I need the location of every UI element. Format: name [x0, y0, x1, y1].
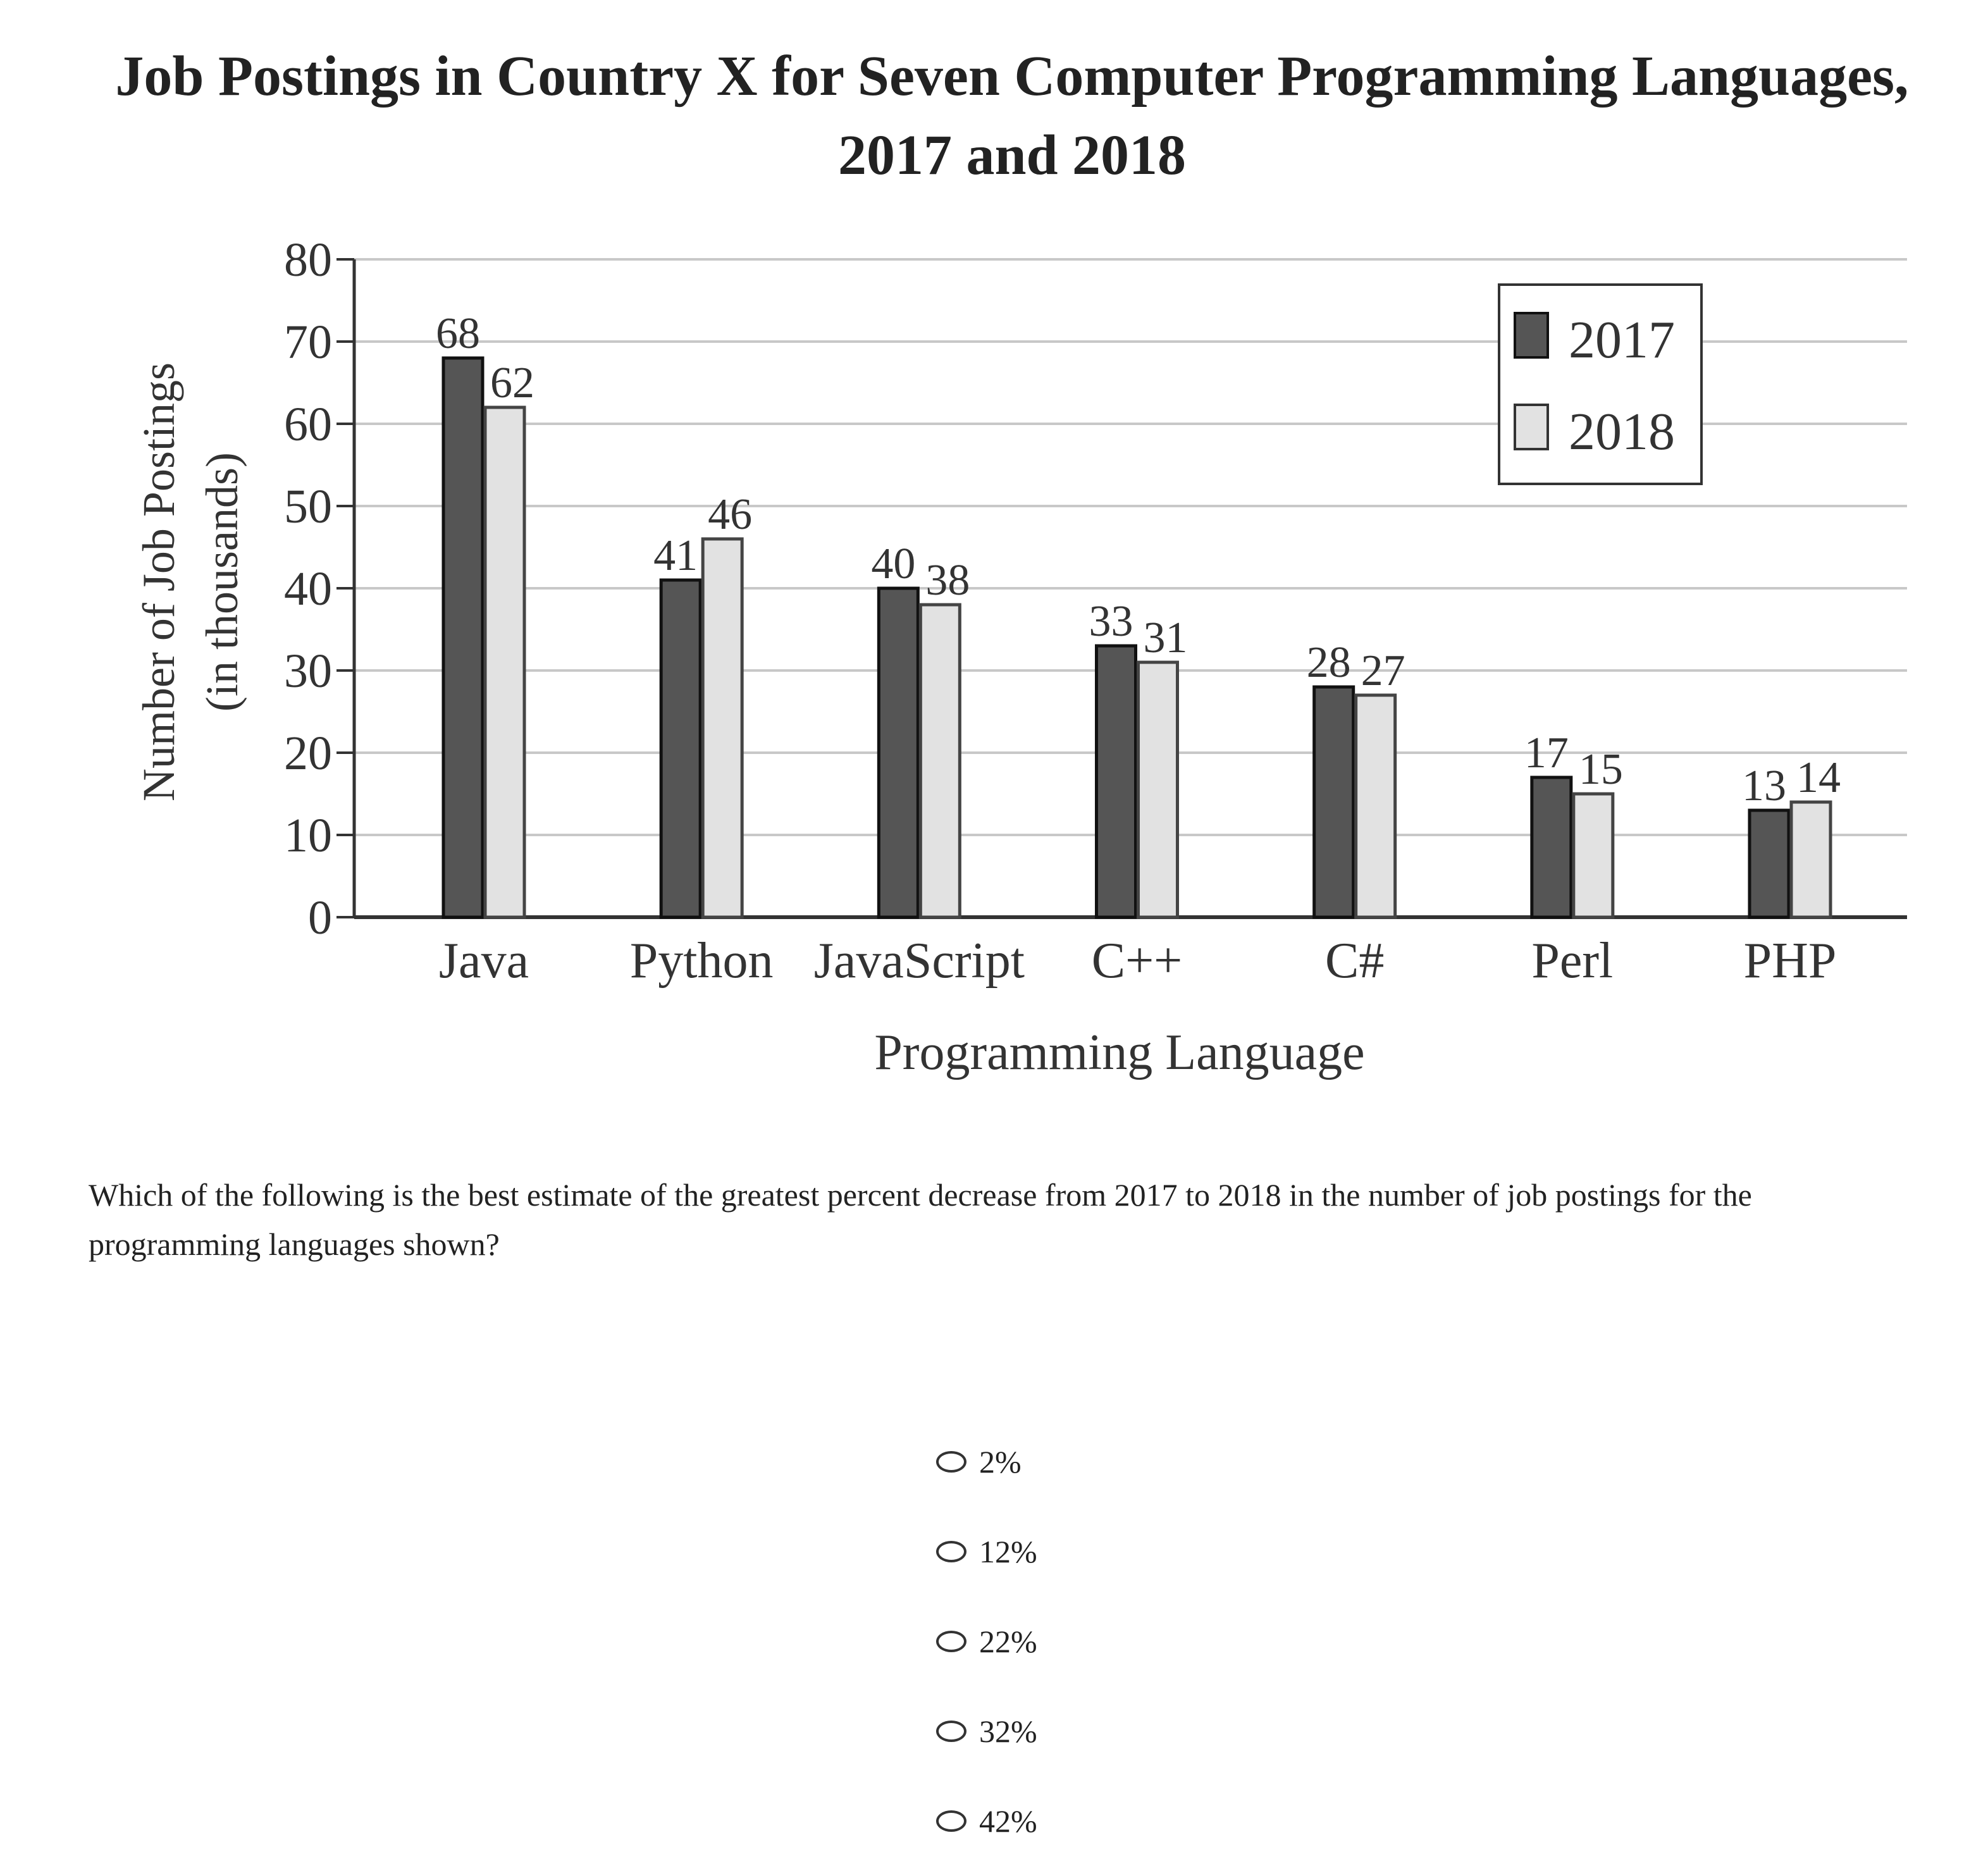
option-label: 2% — [979, 1444, 1022, 1480]
x-tick-label: Python — [630, 933, 774, 989]
y-tick-label: 20 — [284, 727, 332, 780]
y-tick-label: 80 — [284, 233, 332, 287]
data-label: 68 — [436, 309, 480, 358]
radio-icon[interactable] — [936, 1810, 966, 1832]
y-tick-label: 70 — [284, 316, 332, 369]
data-label: 14 — [1796, 753, 1841, 802]
x-tick-label: C++ — [1092, 933, 1183, 989]
y-tick-label: 50 — [284, 480, 332, 533]
radio-icon[interactable] — [936, 1451, 966, 1473]
bar-2017-php — [1748, 808, 1791, 919]
y-tick-label: 10 — [284, 809, 332, 862]
x-axis-labels: Java Python JavaScript C++ C# Perl PHP — [439, 933, 1836, 989]
x-tick-label: Java — [439, 933, 529, 989]
bar-2018-c — [1137, 660, 1179, 919]
y-axis: 0 10 20 30 40 50 60 70 80 — [284, 233, 1907, 944]
data-label: 41 — [653, 531, 698, 580]
option-label: 32% — [979, 1714, 1037, 1749]
bar-2018-c — [1354, 693, 1397, 919]
x-tick-label: C# — [1325, 933, 1384, 989]
option-c[interactable]: 22% — [936, 1597, 1037, 1686]
bar-2018-python — [701, 537, 744, 919]
answer-options: 2% 12% 22% 32% 42% — [936, 1417, 1037, 1866]
x-axis-label: Programming Language — [874, 1025, 1364, 1080]
bar-2017-c — [1095, 644, 1137, 919]
option-d[interactable]: 32% — [936, 1686, 1037, 1776]
option-b[interactable]: 12% — [936, 1507, 1037, 1597]
data-label: 46 — [708, 490, 752, 539]
y-axis-label: Number of Job Postings — [133, 362, 184, 801]
chart-title: Job Postings in Country X for Seven Comp… — [115, 45, 1908, 108]
bar-2017-python — [659, 578, 702, 919]
chart-subtitle: 2017 and 2018 — [838, 124, 1186, 187]
data-label: 38 — [925, 556, 970, 605]
bar-2017-perl — [1530, 775, 1573, 919]
legend-swatch-2018 — [1514, 404, 1549, 450]
data-label: 28 — [1307, 638, 1351, 687]
option-label: 12% — [979, 1534, 1037, 1569]
data-label: 40 — [871, 540, 915, 588]
data-label: 31 — [1144, 614, 1188, 662]
bar-2018-php — [1789, 800, 1832, 919]
bar-chart: Job Postings in Country X for Seven Comp… — [115, 45, 1908, 1080]
bar-2018-javascript — [918, 603, 961, 919]
option-label: 42% — [979, 1803, 1037, 1839]
bar-2018-perl — [1572, 792, 1615, 919]
radio-icon[interactable] — [936, 1721, 966, 1742]
y-tick-label: 60 — [284, 398, 332, 451]
data-label: 33 — [1089, 597, 1133, 646]
legend: 2017 2018 — [1498, 283, 1703, 485]
bar-2017-c — [1312, 685, 1355, 919]
x-tick-label: PHP — [1744, 933, 1837, 989]
radio-icon[interactable] — [936, 1631, 966, 1652]
x-tick-label: Perl — [1531, 933, 1613, 989]
legend-label-2018: 2018 — [1569, 402, 1675, 461]
legend-label-2017: 2017 — [1569, 311, 1675, 369]
bar-2017-java — [441, 356, 485, 919]
data-label: 15 — [1579, 745, 1623, 794]
bar-2018-java — [483, 405, 526, 919]
data-label: 17 — [1524, 729, 1569, 777]
data-label: 62 — [490, 359, 534, 407]
question-text: Which of the following is the best estim… — [89, 1177, 1752, 1262]
data-label: 27 — [1361, 646, 1405, 695]
y-tick-label: 30 — [284, 645, 332, 698]
x-tick-label: JavaScript — [814, 933, 1025, 989]
legend-swatch-2017 — [1514, 312, 1549, 359]
y-tick-label: 40 — [284, 562, 332, 615]
option-e[interactable]: 42% — [936, 1776, 1037, 1866]
option-label: 22% — [979, 1624, 1037, 1659]
option-a[interactable]: 2% — [936, 1417, 1037, 1507]
bar-2017-javascript — [877, 586, 920, 919]
radio-icon[interactable] — [936, 1541, 966, 1562]
data-label: 13 — [1742, 762, 1786, 810]
y-axis-sublabel: (in thousands) — [197, 452, 247, 712]
y-tick-label: 0 — [308, 891, 332, 944]
